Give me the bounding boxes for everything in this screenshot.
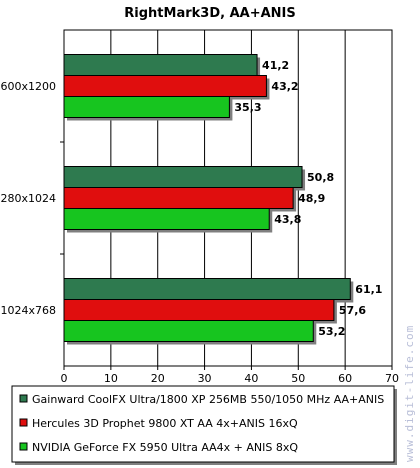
x-tick-label: 60	[338, 372, 352, 385]
bar	[63, 278, 351, 300]
bar	[63, 299, 335, 321]
x-tick-label: 10	[104, 372, 118, 385]
x-tick-label: 40	[244, 372, 258, 385]
legend: Gainward CoolFX Ultra/1800 XP 256MB 550/…	[11, 385, 397, 465]
watermark-text: www.digit-life.com	[403, 325, 416, 462]
bar	[63, 96, 230, 118]
bar	[63, 75, 267, 97]
bar	[63, 187, 294, 209]
x-tick-label: 20	[151, 372, 165, 385]
legend-swatch	[19, 394, 28, 403]
data-label: 61,1	[355, 283, 382, 296]
x-tick-label: 70	[385, 372, 399, 385]
legend-label: Hercules 3D Prophet 9800 XT AA 4x+ANIS 1…	[32, 417, 298, 430]
data-label: 43,2	[271, 80, 298, 93]
legend-box	[11, 385, 395, 463]
data-label: 35,3	[234, 101, 261, 114]
bar	[63, 54, 258, 76]
plot-area: 0 10 20 30 40 50 60 70 1600x1200 41,2 43,2 35,3 1280…	[0, 29, 399, 385]
category-label: 1280x1024	[0, 192, 56, 205]
data-label: 41,2	[262, 59, 289, 72]
legend-swatch	[19, 418, 28, 427]
data-label: 43,8	[274, 213, 301, 226]
x-tick-label: 30	[198, 372, 212, 385]
data-label: 48,9	[298, 192, 325, 205]
bar	[63, 166, 303, 188]
category-label: 1024x768	[1, 304, 57, 317]
chart-title: RightMark3D, AA+ANIS	[124, 6, 295, 21]
data-label: 53,2	[318, 325, 345, 338]
legend-swatch	[19, 442, 28, 451]
legend-label: Gainward CoolFX Ultra/1800 XP 256MB 550/…	[32, 393, 384, 406]
watermark: www.digit-life.com	[403, 325, 416, 462]
data-label: 50,8	[307, 171, 334, 184]
bar	[63, 320, 314, 342]
data-label: 57,6	[339, 304, 366, 317]
bar	[63, 208, 270, 230]
x-tick-label: 50	[291, 372, 305, 385]
legend-label: NVIDIA GeForce FX 5950 Ultra AA4x + ANIS…	[32, 441, 298, 454]
x-tick-label: 0	[61, 372, 68, 385]
category-label: 1600x1200	[0, 80, 56, 93]
